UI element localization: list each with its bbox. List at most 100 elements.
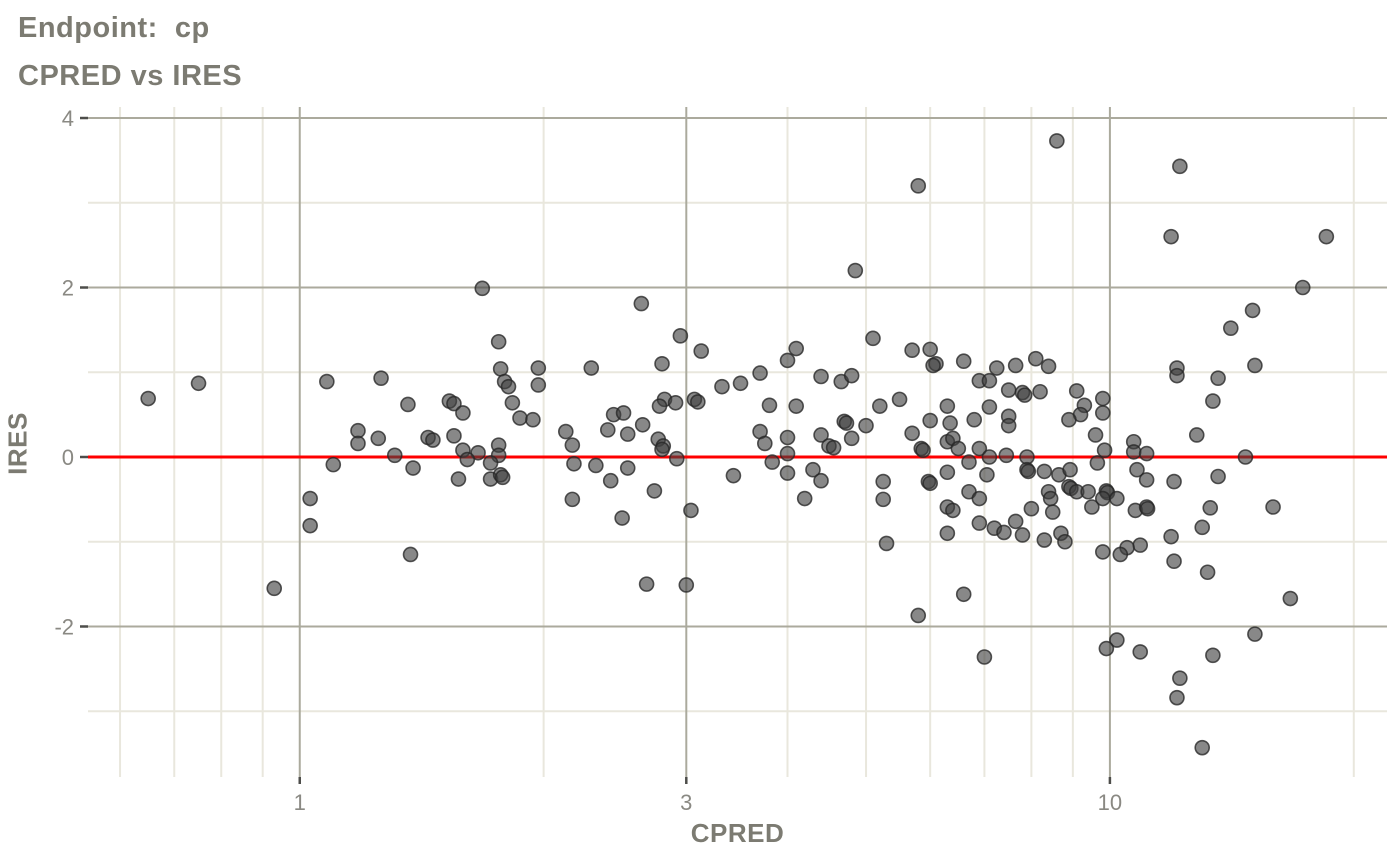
data-point [1036, 532, 1053, 548]
data-point [1205, 647, 1221, 664]
data-point [1061, 411, 1077, 428]
data-point [1000, 382, 1017, 398]
data-point [996, 524, 1012, 541]
data-point [981, 449, 998, 465]
data-point [667, 394, 684, 411]
data-point [678, 577, 695, 593]
data-point [1112, 546, 1129, 563]
data-point [386, 447, 403, 464]
data-point [910, 607, 927, 624]
data-point [619, 460, 636, 476]
data-point [950, 440, 967, 457]
data-point [1094, 390, 1111, 407]
data-point [140, 390, 156, 407]
data-point [779, 465, 796, 481]
y-axis-title: IRES [2, 412, 33, 475]
data-point [725, 467, 742, 484]
data-point [1199, 564, 1216, 581]
data-point [955, 353, 972, 370]
data-point [796, 490, 813, 507]
data-point [564, 437, 581, 453]
data-point [939, 525, 956, 542]
data-point [981, 372, 998, 389]
data-point [1098, 640, 1115, 657]
data-point [634, 416, 651, 433]
data-point [966, 411, 983, 428]
data-point [922, 475, 938, 492]
data-point [455, 405, 471, 421]
data-point [976, 649, 993, 665]
data-point [1042, 490, 1059, 507]
data-point [1205, 393, 1221, 409]
data-point [446, 395, 462, 412]
data-point [945, 502, 961, 519]
data-point [1138, 472, 1155, 488]
data-point [779, 445, 796, 462]
y-tick-label: 4 [62, 106, 74, 131]
data-point [1194, 739, 1211, 756]
data-point [875, 491, 891, 508]
data-point [583, 360, 600, 376]
data-point [1194, 519, 1211, 536]
data-point [1044, 504, 1061, 520]
data-point [988, 360, 1005, 376]
data-point [588, 457, 604, 474]
data-point [672, 328, 689, 344]
data-point [373, 370, 389, 386]
data-point [1109, 632, 1125, 648]
data-point [459, 451, 476, 468]
data-point [1247, 357, 1263, 374]
data-point [302, 490, 318, 507]
data-point [875, 473, 891, 490]
data-point [805, 461, 821, 478]
data-point [1027, 350, 1044, 367]
data-point [1084, 499, 1100, 515]
data-point [1132, 537, 1149, 553]
data-point [752, 365, 768, 381]
data-point [1210, 468, 1226, 485]
data-point [1247, 626, 1263, 642]
data-point [492, 361, 509, 377]
data-point [1068, 383, 1085, 399]
data-point [1000, 417, 1017, 434]
data-point [530, 360, 547, 376]
data-point [530, 377, 547, 393]
data-point [1163, 528, 1179, 545]
data-point [825, 439, 842, 456]
data-point [865, 330, 881, 347]
data-point [474, 280, 491, 297]
data-point [813, 427, 829, 443]
data-point [939, 464, 956, 481]
data-point [942, 415, 958, 431]
data-point [939, 398, 956, 414]
data-point [1094, 544, 1111, 560]
data-point [512, 410, 528, 426]
data-point [402, 546, 419, 563]
data-point [788, 340, 805, 357]
data-point [690, 394, 706, 410]
data-point [904, 342, 920, 359]
data-point [1016, 387, 1033, 403]
data-point [1040, 358, 1057, 375]
data-point [779, 352, 796, 369]
data-point [1163, 228, 1179, 245]
data-point [615, 405, 632, 421]
data-point [646, 483, 663, 499]
data-point [981, 399, 998, 415]
data-point [490, 333, 507, 350]
data-point [922, 341, 938, 358]
data-point [504, 394, 521, 411]
data-point [961, 454, 977, 470]
data-point [370, 430, 387, 447]
data-point [350, 422, 366, 439]
data-point [319, 373, 335, 390]
data-point [1318, 228, 1335, 245]
y-tick-label: 0 [62, 445, 74, 470]
data-point [350, 435, 366, 452]
data-point [1062, 461, 1078, 478]
data-point [450, 471, 467, 487]
data-point [1244, 302, 1261, 319]
data-point [1166, 553, 1182, 570]
data-point [683, 502, 699, 519]
